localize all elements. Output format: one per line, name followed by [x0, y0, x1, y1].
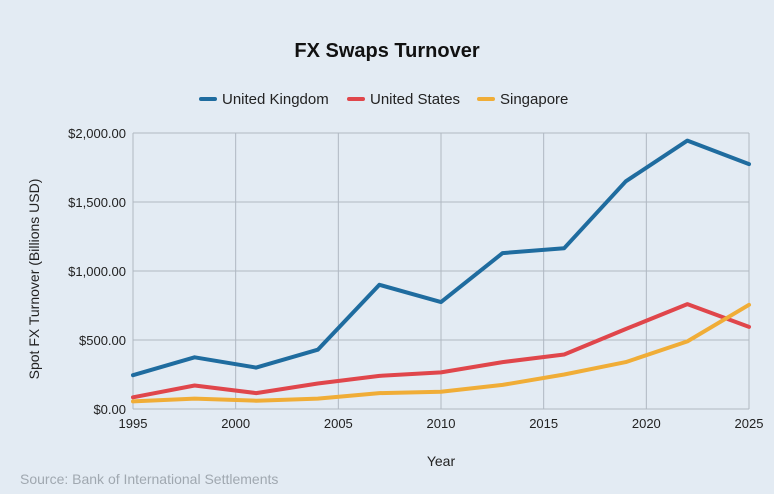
series-line-singapore — [131, 302, 751, 404]
y-tick-label: $2,000.00 — [68, 126, 126, 141]
x-tick-label: 2000 — [221, 416, 250, 431]
y-tick-label: $0.00 — [93, 402, 126, 417]
grid — [132, 132, 750, 410]
x-tick-label: 2025 — [735, 416, 764, 431]
legend: United Kingdom United States Singapore — [199, 91, 568, 108]
y-tick-label: $1,000.00 — [68, 264, 126, 279]
y-tick-label: $1,500.00 — [68, 195, 126, 210]
x-axis-label: Year — [427, 453, 456, 469]
x-tick-label: 2010 — [427, 416, 456, 431]
series-line-united-states — [131, 302, 751, 400]
x-axis-ticks: 1995 2000 2005 2010 2015 2020 2025 — [119, 416, 764, 431]
x-tick-label: 1995 — [119, 416, 148, 431]
x-tick-label: 2005 — [324, 416, 353, 431]
chart-title: FX Swaps Turnover — [294, 40, 479, 62]
x-tick-label: 2020 — [632, 416, 661, 431]
source-note: Source: Bank of International Settlement… — [20, 471, 278, 487]
series-lines — [131, 138, 751, 404]
y-tick-label: $500.00 — [79, 333, 126, 348]
legend-label-united-states: United States — [370, 91, 460, 108]
series-line-united-kingdom — [131, 138, 751, 378]
x-tick-label: 2015 — [529, 416, 558, 431]
legend-label-singapore: Singapore — [500, 91, 568, 108]
legend-label-united-kingdom: United Kingdom — [222, 91, 329, 108]
y-axis-ticks: $0.00 $500.00 $1,000.00 $1,500.00 $2,000.00 — [68, 126, 126, 417]
y-axis-label: Spot FX Turnover (Billions USD) — [26, 179, 42, 380]
